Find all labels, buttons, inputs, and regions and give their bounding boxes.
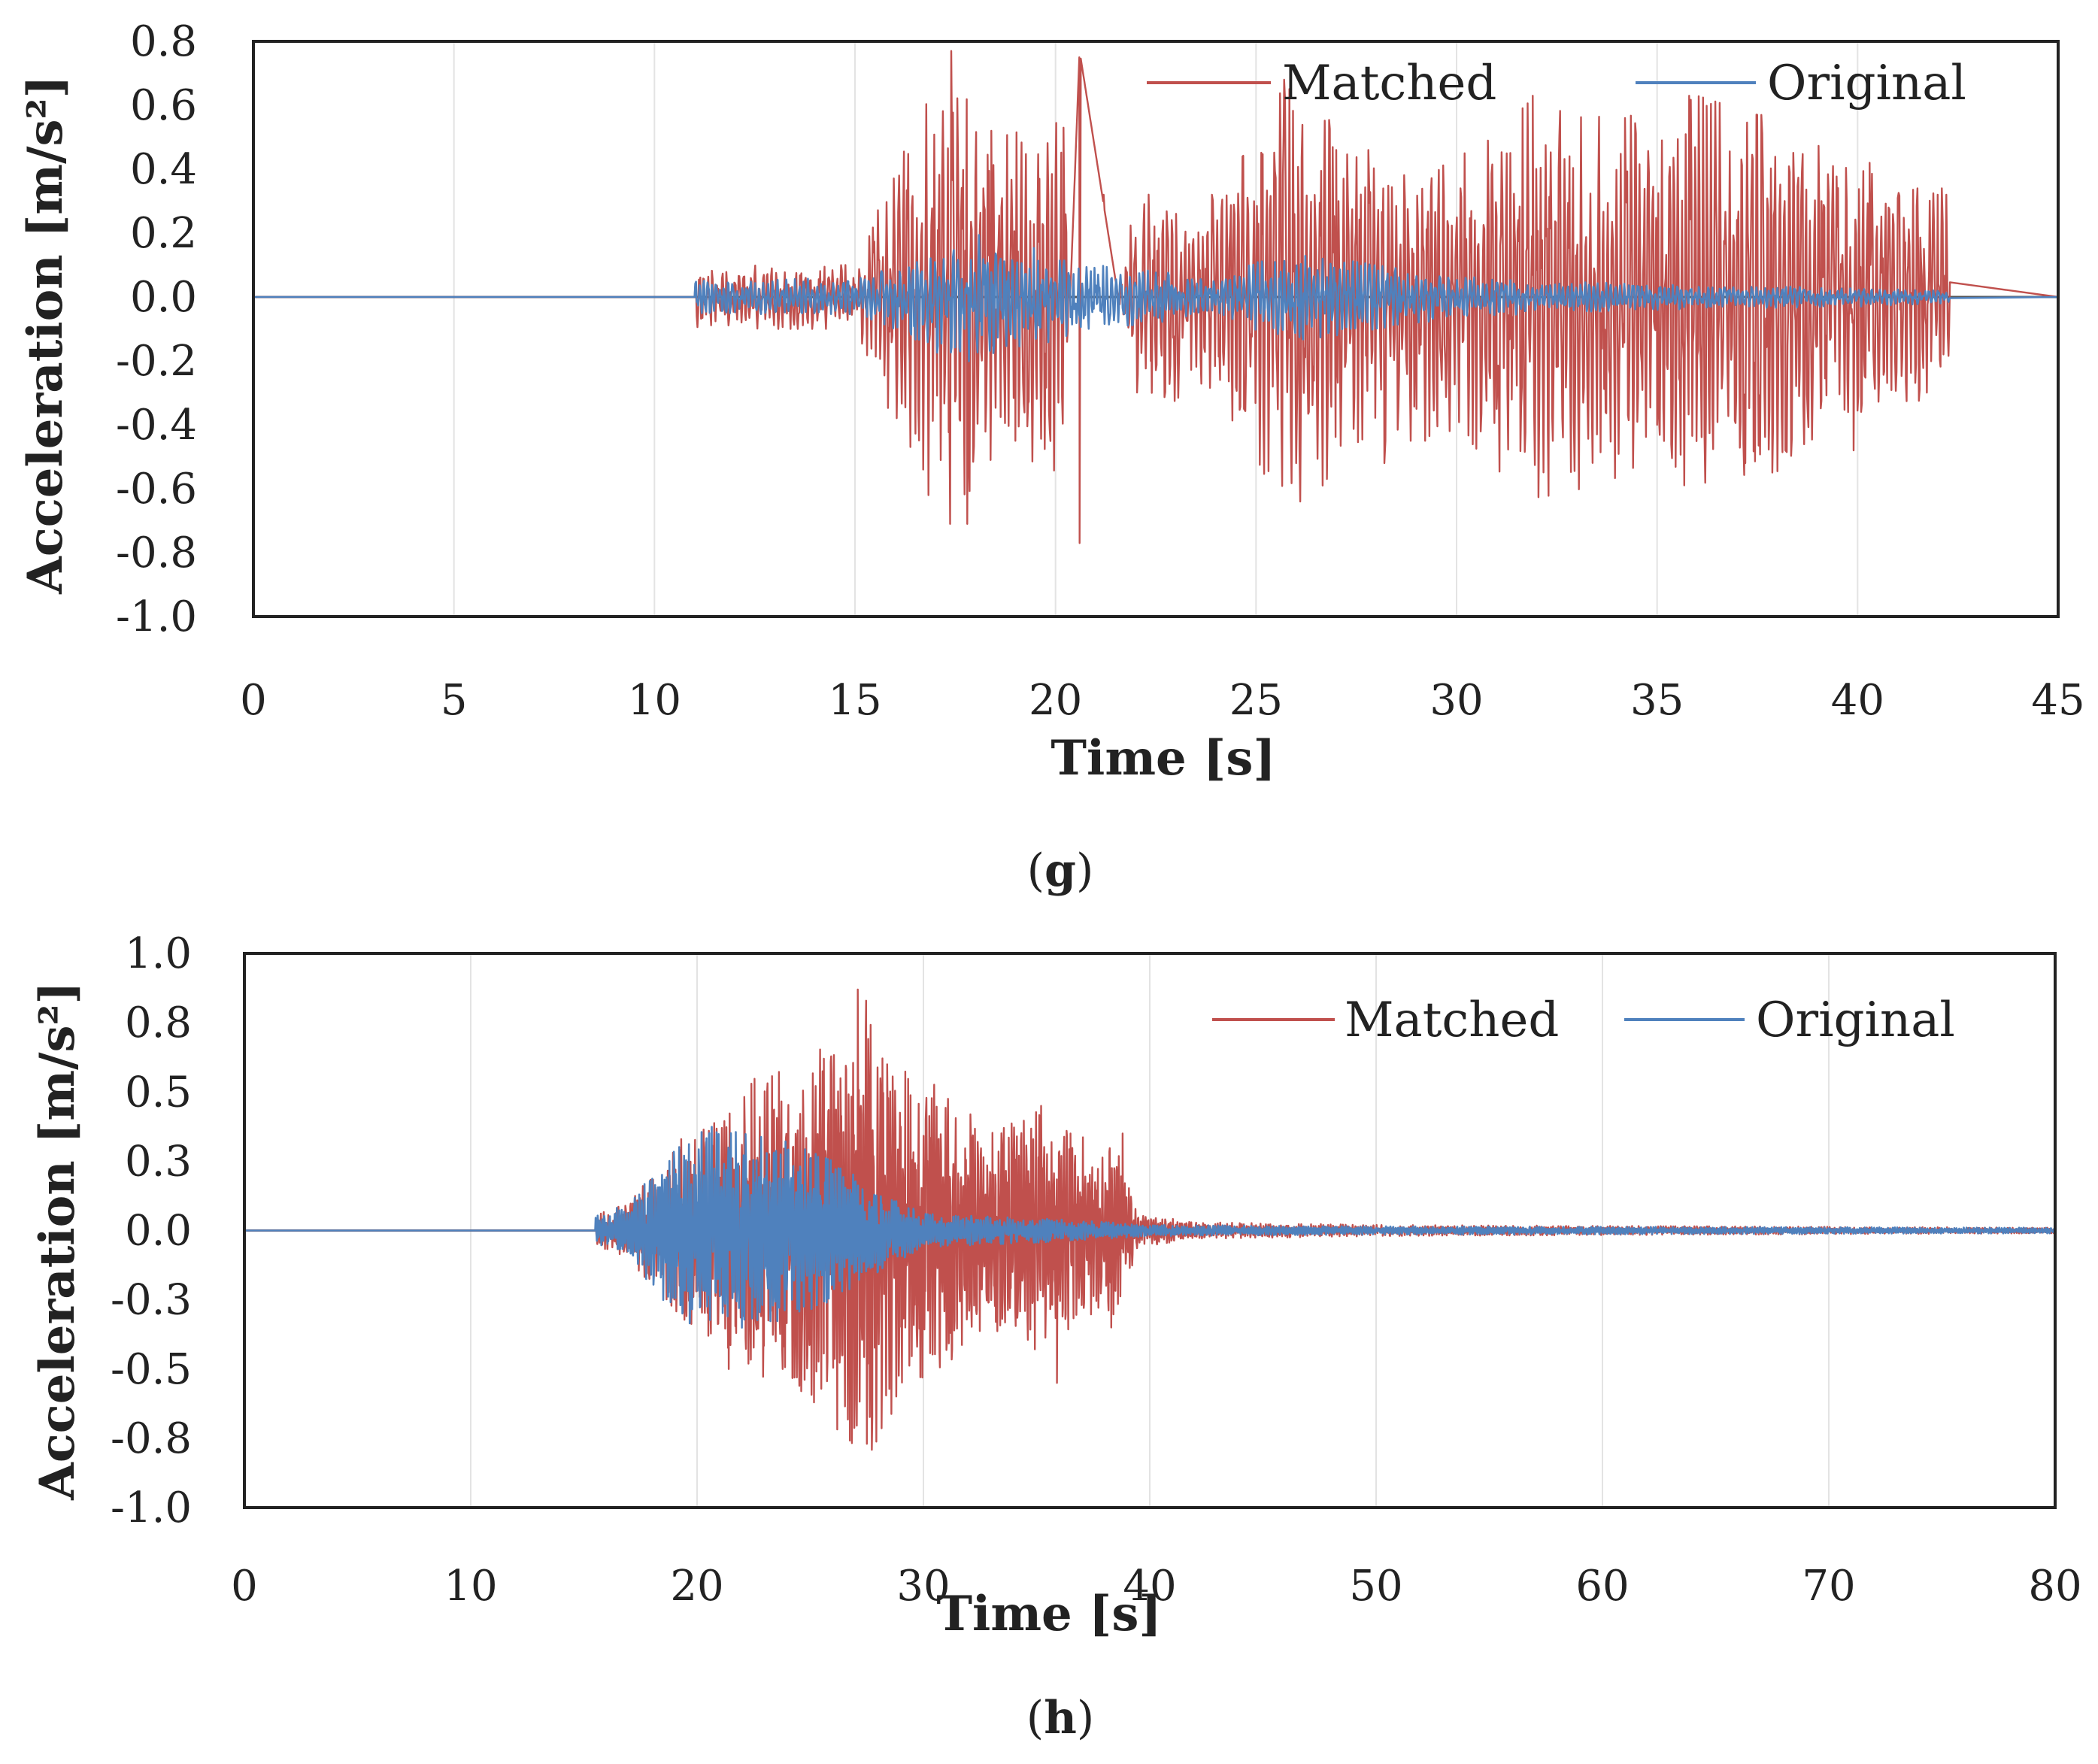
series-line-original	[244, 1126, 2057, 1329]
y-tick-label: -0.8	[116, 529, 197, 577]
chart-h-x-axis: 0 10 20 30 40 50 60 70 80	[231, 1562, 2081, 1611]
y-tick-label: 0.8	[130, 17, 197, 66]
x-tick-label: 80	[2028, 1562, 2081, 1611]
chart-g-y-axis: 0.8 0.6 0.4 0.2 0.0 -0.2 -0.4 -0.6 -0.8 -1.0	[116, 17, 197, 641]
series-line-original	[253, 234, 2059, 362]
series-line-matched	[253, 50, 2059, 544]
y-tick-label: 0.0	[125, 1207, 192, 1256]
y-tick-label: 0.6	[130, 81, 197, 130]
legend-h-original-label: Original	[1756, 993, 1955, 1048]
legend-h-matched-label: Matched	[1345, 993, 1559, 1048]
chart-h-y-axis: 1.0 0.8 0.5 0.3 0.0 -0.3 -0.5 -0.8 -1.0	[111, 929, 192, 1532]
x-tick-label: 20	[1029, 676, 1082, 725]
y-tick-label: -0.8	[111, 1414, 192, 1463]
x-tick-label: 10	[444, 1562, 497, 1611]
y-tick-label: 0.8	[125, 999, 192, 1047]
y-tick-label: -0.5	[111, 1345, 192, 1394]
y-tick-label: -0.4	[116, 401, 197, 450]
x-tick-label: 15	[828, 676, 881, 725]
chart-h-y-axis-title: Acceleration [m/s²]	[29, 981, 86, 1501]
x-tick-label: 30	[896, 1562, 950, 1611]
chart-g-y-axis-title: Acceleration [m/s²]	[17, 75, 74, 595]
x-tick-label: 50	[1349, 1562, 1402, 1611]
x-tick-label: 20	[670, 1562, 723, 1611]
y-tick-label: -0.3	[111, 1276, 192, 1325]
x-tick-label: 0	[231, 1562, 258, 1611]
y-tick-label: 0.0	[130, 273, 197, 322]
x-tick-label: 40	[1831, 676, 1884, 725]
chart-g-series	[253, 50, 2059, 544]
chart-g-x-axis: 0 5 10 15 20 25 30 35 40 45	[240, 676, 2084, 725]
chart-h-plot-frame	[243, 952, 2057, 1509]
x-tick-label: 70	[1802, 1562, 1855, 1611]
panel-label-g: (g)	[1027, 844, 1094, 897]
x-tick-label: 40	[1123, 1562, 1176, 1611]
chart-h-legend: Matched Original	[1212, 993, 1955, 1048]
chart-g-legend: Matched Original	[1147, 56, 1966, 111]
x-tick-label: 60	[1575, 1562, 1629, 1611]
y-tick-label: -1.0	[111, 1484, 192, 1532]
x-tick-label: 35	[1630, 676, 1684, 725]
chart-panel-h: 1.0 0.8 0.5 0.3 0.0 -0.3 -0.5 -0.8 -1.0 0 10 20 30 4…	[29, 929, 2082, 1642]
y-tick-label: -0.6	[116, 465, 197, 514]
y-tick-label: 0.2	[130, 209, 197, 258]
chart-h-x-axis-title: Time [s]	[936, 1586, 1161, 1642]
x-tick-label: 5	[441, 676, 468, 725]
legend-g-original-label: Original	[1767, 56, 1966, 111]
y-tick-label: -0.2	[116, 337, 197, 386]
x-tick-label: 10	[628, 676, 681, 725]
x-tick-label: 30	[1429, 676, 1483, 725]
panel-label-h: (h)	[1026, 1692, 1094, 1744]
y-tick-label: 0.4	[130, 145, 197, 194]
x-tick-label: 25	[1229, 676, 1283, 725]
chart-g-x-axis-title: Time [s]	[1051, 730, 1275, 787]
y-tick-label: 0.5	[125, 1068, 192, 1117]
chart-g-plot-frame	[252, 40, 2060, 618]
y-tick-label: -1.0	[116, 593, 197, 641]
chart-h-series	[244, 988, 2057, 1451]
y-tick-label: 0.3	[125, 1137, 192, 1186]
chart-panel-g: 0.8 0.6 0.4 0.2 0.0 -0.2 -0.4 -0.6 -0.8 -1.0 0 5 10…	[17, 17, 2085, 787]
y-tick-label: 1.0	[125, 929, 192, 978]
x-tick-label: 0	[240, 676, 267, 725]
legend-g-matched-label: Matched	[1282, 56, 1496, 111]
x-tick-label: 45	[2031, 676, 2084, 725]
